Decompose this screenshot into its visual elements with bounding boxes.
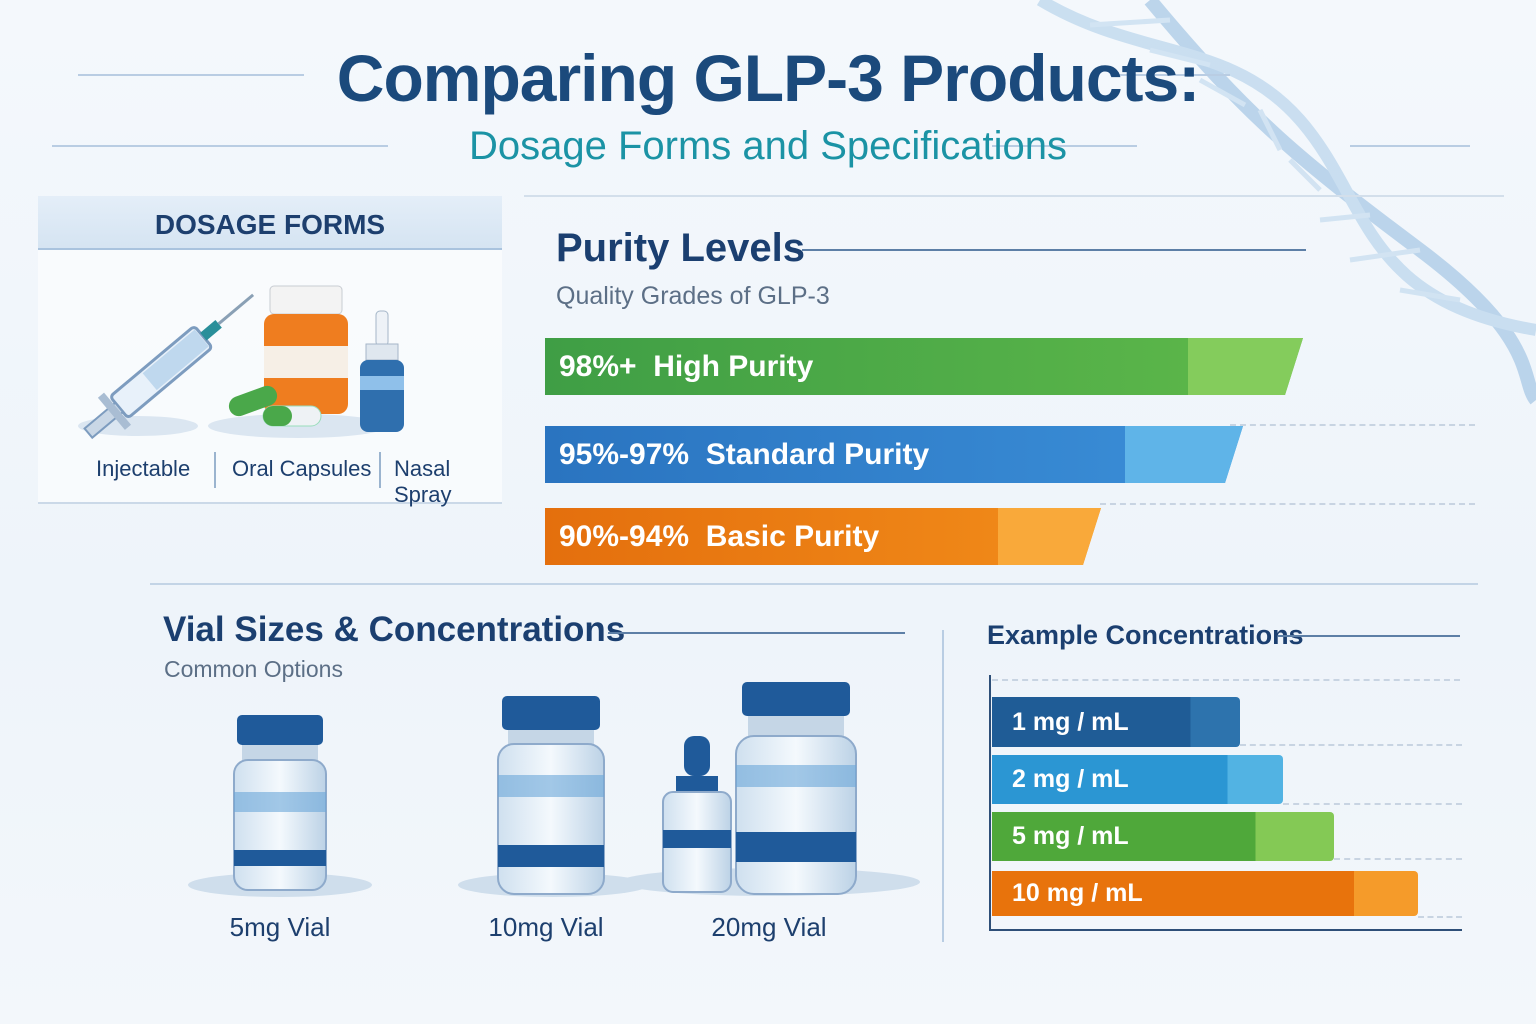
purity-bar-standard: 95%-97% Standard Purity (545, 426, 1243, 483)
syringe-icon (78, 293, 255, 440)
divider (214, 452, 216, 488)
concentration-label: 1 mg / mL (1012, 708, 1129, 736)
purity-label: Standard Purity (705, 438, 930, 471)
divider (379, 452, 381, 488)
vials-illustration (188, 682, 920, 897)
vial-label-10mg: 10mg Vial (488, 912, 604, 942)
section-rule (524, 195, 1504, 197)
concentration-label: 2 mg / mL (1012, 765, 1129, 793)
gridline (1230, 424, 1475, 426)
dosage-form-injectable: Injectable (96, 456, 191, 481)
purity-title-rule (802, 249, 1306, 251)
vials-title-rule (608, 632, 905, 634)
chart-y-axis (989, 675, 991, 931)
purity-label: High Purity (653, 350, 814, 383)
gridline (1100, 503, 1475, 505)
title-rule-right (1110, 74, 1230, 76)
section-divider (150, 583, 1478, 585)
gridline (1240, 744, 1462, 746)
vial-label-20mg: 20mg Vial (711, 912, 827, 942)
concentration-bar-5: 5 mg / mL (992, 812, 1334, 861)
dosage-forms-heading: DOSAGE FORMS (38, 196, 502, 250)
purity-title: Purity Levels (556, 226, 806, 270)
purity-range: 95%-97% (559, 438, 690, 471)
subtitle-rule-left (52, 145, 388, 147)
subtitle-rule-far-right (1350, 145, 1470, 147)
nasal-spray-icon (360, 310, 404, 432)
vial-10mg-icon (458, 696, 648, 897)
vial-5mg-icon (188, 715, 372, 897)
concentration-bar-1: 1 mg / mL (992, 697, 1240, 747)
vials-title: Vial Sizes & Concentrations (163, 610, 626, 649)
concentration-label: 10 mg / mL (1012, 879, 1143, 907)
concentrations-title: Example Concentrations (987, 620, 1304, 650)
gridline (1283, 803, 1462, 805)
page-subtitle: Dosage Forms and Specifications (468, 124, 1068, 168)
concentrations-title-rule (1278, 635, 1460, 637)
purity-label: Basic Purity (705, 520, 880, 553)
dosage-form-nasal-spray: Nasal Spray (394, 456, 452, 507)
gridline (992, 679, 1460, 681)
gridline (1418, 916, 1462, 918)
vial-20mg-icon (620, 682, 920, 896)
purity-bar-basic: 90%-94% Basic Purity (545, 508, 1101, 565)
concentration-bar-10: 10 mg / mL (992, 871, 1418, 916)
concentration-label: 5 mg / mL (1012, 822, 1129, 850)
purity-bar-high: 98%+ High Purity (545, 338, 1303, 395)
purity-range: 90%-94% (559, 520, 690, 553)
title-rule-left (78, 74, 304, 76)
purity-subtitle: Quality Grades of GLP-3 (556, 282, 830, 310)
subtitle-rule-right (992, 145, 1137, 147)
page-title: Comparing GLP-3 Products: (336, 41, 1200, 115)
dna-helix-decoration (1036, 0, 1536, 405)
vial-label-5mg: 5mg Vial (229, 912, 331, 942)
purity-range: 98%+ (559, 350, 637, 383)
gridline (1334, 858, 1462, 860)
dosage-forms-illustration (78, 285, 404, 440)
vials-subtitle: Common Options (164, 656, 343, 682)
chart-x-axis (989, 929, 1462, 931)
concentration-bar-2: 2 mg / mL (992, 755, 1283, 804)
dosage-form-oral-capsules: Oral Capsules (232, 456, 372, 481)
vertical-divider (942, 630, 944, 942)
dosage-forms-panel: DOSAGE FORMS (38, 196, 502, 507)
pill-bottle-icon (208, 285, 388, 438)
